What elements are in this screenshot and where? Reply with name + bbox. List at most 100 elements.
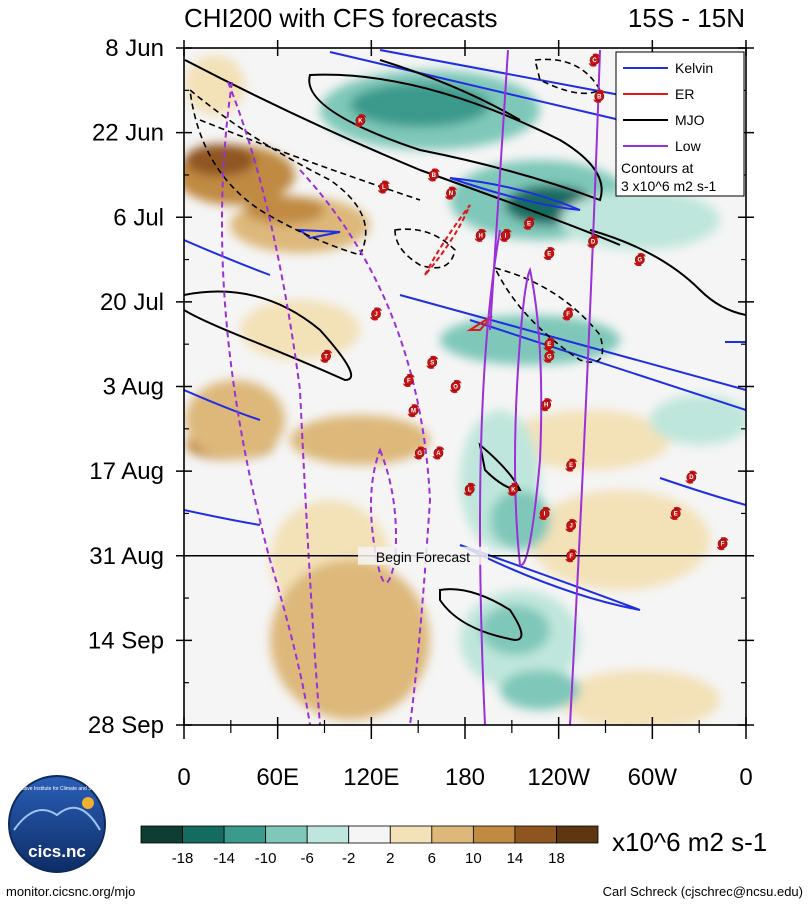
colorbar-swatch	[556, 825, 599, 844]
cyclone-icon	[321, 351, 331, 362]
low-contour-4	[370, 447, 397, 584]
negative-anomaly-jul-2	[560, 190, 720, 250]
storm-marker: J	[565, 518, 578, 533]
cyclone-icon	[566, 550, 577, 561]
x-tick-label: 180	[445, 764, 485, 791]
x-tick-label: 60W	[628, 764, 678, 791]
y-tick-label: 14 Sep	[88, 627, 164, 654]
storm-letter: F	[407, 378, 411, 384]
storm-letter: F	[566, 312, 570, 318]
kelvin-contour-11	[659, 477, 746, 506]
colorbar-swatch	[306, 825, 350, 844]
cyclone-icon	[450, 381, 461, 392]
cyclone-icon	[371, 309, 381, 319]
kelvin-contour-3	[449, 177, 581, 211]
colorbar-level-label: -18	[172, 850, 194, 867]
cyclone-icon	[475, 230, 486, 241]
low-contour-3	[299, 169, 432, 725]
mjo-dashed-contour-4	[534, 58, 602, 95]
storm-marker: F	[402, 373, 415, 388]
er-contour-1	[424, 204, 471, 276]
colorbar-swatch	[514, 825, 557, 844]
storm-letter: K	[358, 119, 363, 125]
x-tick-label: 120E	[343, 764, 399, 791]
storm-marker: F	[562, 307, 575, 321]
chart-region: 15S - 15N	[628, 3, 745, 33]
cyclone-icon	[355, 115, 366, 126]
storm-marker: I	[538, 506, 551, 521]
cyclone-icon	[566, 520, 577, 531]
colorbar-swatch	[140, 825, 183, 844]
storm-marker: B	[427, 168, 440, 182]
storm-letter: B	[432, 173, 437, 179]
storm-letter: E	[674, 511, 678, 517]
low-contour-7	[514, 266, 543, 567]
positive-anomaly-io-core	[185, 144, 255, 176]
storm-letter: H	[478, 233, 482, 239]
colorbar-swatch	[223, 825, 267, 844]
positive-anomaly-io-4	[185, 55, 245, 115]
storm-marker: E	[565, 458, 578, 472]
y-tick-label: 3 Aug	[103, 374, 164, 401]
colorbar-swatch	[182, 825, 225, 844]
cyclone-icon	[539, 508, 550, 519]
positive-anomaly-jul	[240, 300, 360, 360]
storm-marker: D	[685, 470, 698, 484]
colorbar-level-label: -10	[255, 850, 277, 867]
storm-letter: L	[468, 487, 472, 493]
storm-marker: H	[474, 228, 487, 242]
mjo-contour-1	[308, 73, 603, 202]
er-contour-2	[466, 315, 493, 331]
kelvin-contour-7	[469, 319, 746, 411]
logo-orbit-icon	[13, 806, 101, 831]
storm-marker: D	[587, 234, 600, 248]
cyclone-icon	[563, 309, 573, 319]
colorbar-swatch	[472, 825, 516, 844]
storm-marker: M	[407, 404, 420, 418]
cyclone-icon	[634, 254, 645, 265]
storm-letter: J	[569, 524, 572, 530]
storm-letter: D	[689, 475, 694, 481]
logo-ring-text: Cooperative Institute for Climate and Sa…	[6, 786, 109, 792]
colorbar-level-label: 10	[465, 850, 482, 867]
storm-marker: L	[377, 180, 390, 194]
mjo-contour-3	[379, 59, 521, 121]
y-tick-label: 28 Sep	[88, 712, 164, 739]
storm-marker: T	[320, 349, 333, 363]
storm-marker: E	[669, 506, 682, 521]
colorbar-level-label: -14	[213, 850, 235, 867]
colorbar-level-label: -2	[342, 850, 355, 867]
cyclone-icon	[428, 170, 439, 180]
low-contour-2	[220, 81, 311, 725]
cyclone-icon	[594, 91, 605, 102]
storm-letter: G	[547, 354, 552, 360]
logo-globe	[9, 776, 105, 872]
storm-letter: M	[411, 409, 416, 415]
cyclone-icon	[403, 375, 414, 386]
positive-anomaly-io-3	[245, 196, 325, 224]
footer-right: Carl Schreck (cjschrec@ncsu.edu)	[603, 884, 803, 899]
storm-marker: B	[593, 89, 606, 103]
colorbar: -18 -14 -10 -6 -2 2 6 10 14 18	[140, 825, 599, 867]
storm-marker: L	[463, 482, 476, 496]
cyclone-icon	[589, 55, 600, 65]
negative-anomaly-jun-core	[350, 83, 490, 127]
storm-marker: A	[432, 446, 445, 460]
colorbar-units: x10^6 m2 s-1	[612, 827, 767, 857]
y-tick-label: 6 Jul	[113, 204, 164, 231]
storm-marker: C	[588, 53, 601, 67]
negative-anomaly-sep-core	[480, 605, 550, 655]
positive-anomaly-aug-3	[290, 415, 430, 465]
cyclone-icon	[414, 448, 425, 458]
legend-label-low: Low	[675, 138, 702, 154]
kelvin-contour-2	[379, 49, 621, 96]
x-tick-label: 60E	[256, 764, 299, 791]
mjo-dashed-contour-5	[199, 119, 421, 201]
y-tick-label: 8 Jun	[105, 35, 164, 62]
cyclone-icon	[544, 339, 555, 350]
legend: Kelvin ER MJO Low Contours at 3 x10^6 m2 s-1	[615, 51, 745, 197]
footer-left: monitor.cicsnc.org/mjo	[6, 884, 135, 899]
cyclone-icon	[544, 248, 555, 259]
positive-anomaly-sep-3	[530, 490, 710, 590]
